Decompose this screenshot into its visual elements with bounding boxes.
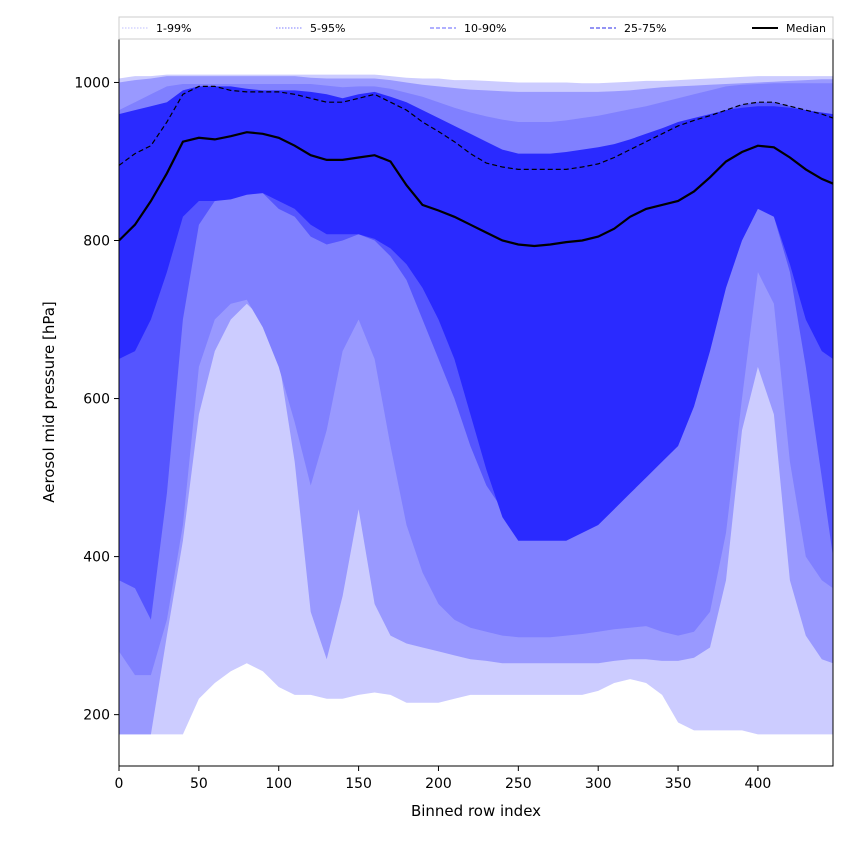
y-tick-label: 1000 [74,75,110,91]
band-4 [119,86,833,541]
x-axis: 0 50 100 150 200 250 300 350 400 [115,766,772,792]
x-tick-label: 150 [345,776,372,792]
legend: 1-99% 5-95% 10-90% 25-75% Median [118,16,834,40]
x-tick-label: 400 [745,776,772,792]
y-axis-label: Aerosol mid pressure [hPa] [40,301,58,503]
y-tick-label: 600 [83,392,110,408]
x-tick-label: 0 [115,776,124,792]
legend-label: 25-75% [624,22,666,35]
band-layer [119,74,833,735]
x-tick-label: 300 [585,776,612,792]
legend-label: Median [786,22,826,35]
legend-label: 10-90% [464,22,506,35]
series-line-median [119,131,833,248]
y-axis: 200 400 600 800 1000 [74,75,119,724]
x-axis-label: Binned row index [411,802,541,820]
y-tick-label: 400 [83,550,110,566]
legend-label: 5-95% [310,22,345,35]
x-tick-label: 250 [505,776,532,792]
x-tick-label: 50 [190,776,208,792]
legend-label: 1-99% [156,22,191,35]
x-tick-label: 350 [665,776,692,792]
y-tick-label: 800 [83,234,110,250]
series-line-upper-75 [119,85,833,170]
x-tick-label: 200 [425,776,452,792]
line-layer [119,85,833,248]
x-tick-label: 100 [265,776,292,792]
y-tick-label: 200 [83,708,110,724]
legend-box [118,16,834,40]
